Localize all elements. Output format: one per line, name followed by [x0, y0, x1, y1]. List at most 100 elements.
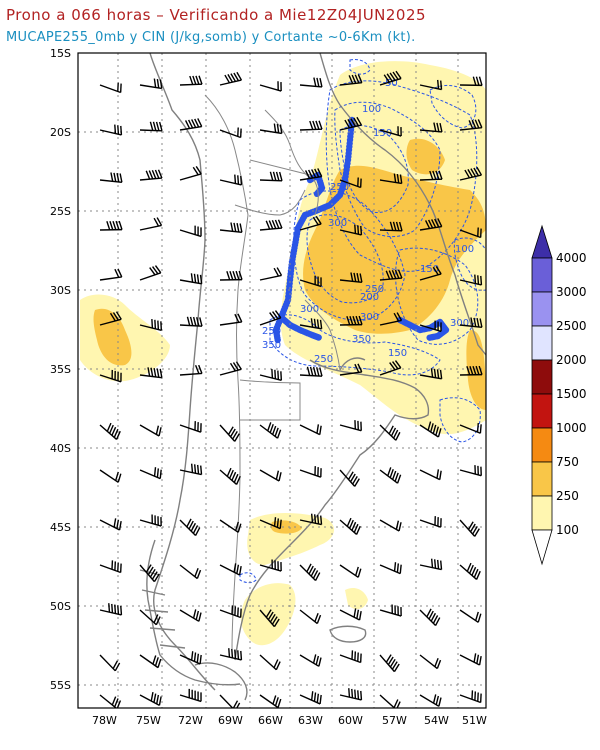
wind-barb-flag [190, 273, 194, 283]
wind-barb-flag [316, 77, 320, 87]
wind-barb-flag [393, 312, 400, 322]
cape-area-east-mid [466, 330, 486, 410]
wind-barb-flag [313, 514, 317, 524]
cin-dot [313, 190, 321, 198]
colorbar-swatch [531, 291, 553, 327]
wind-barb-flag [352, 475, 358, 485]
wind-barb-flag [477, 613, 482, 623]
wind-barb-flag [304, 170, 311, 179]
contour-label: 250 [262, 326, 281, 337]
wind-barb-flag [397, 269, 403, 279]
wind-barb-flag [354, 363, 360, 373]
wind-barb-flag [439, 470, 442, 480]
wind-barb-flag [188, 520, 194, 530]
wind-barb-flag [269, 423, 274, 433]
lon-label: 51W [462, 714, 487, 727]
wind-barb-flag [433, 559, 437, 569]
contour-label: 100 [362, 104, 381, 115]
wind-barb-flag [231, 648, 234, 658]
wind-barb-flag [233, 473, 239, 483]
wind-barb-flag [385, 654, 392, 663]
wind-barb-flag [348, 519, 354, 529]
wind-barb-flag [153, 467, 157, 477]
wind-barb-flag [240, 650, 243, 661]
wind-barb-flag [477, 119, 483, 128]
wind-barb-flag [313, 692, 317, 702]
wind-barb-flag [265, 220, 271, 230]
wind-barb-flag [389, 221, 394, 231]
wind-barb-flag [274, 369, 277, 379]
lon-label: 54W [424, 714, 449, 727]
wind-barb-flag [359, 273, 363, 283]
wind-barb-flag [196, 317, 200, 327]
contour-label: 250 [330, 182, 349, 193]
wind-barb-flag [234, 313, 240, 323]
cape-area-south-1 [247, 513, 335, 565]
cin-contours [239, 59, 486, 584]
wind-barb-flag [196, 464, 200, 474]
wind-barb-flag [314, 612, 319, 622]
wind-barb-flag [432, 266, 439, 276]
wind-barb-flag [158, 427, 162, 437]
wind-barb-flag [474, 119, 480, 129]
wind-barb-flag [272, 311, 279, 320]
lat-label: 15S [50, 47, 71, 60]
wind-barb-flag [467, 521, 474, 530]
wind-barb-flag [272, 695, 277, 705]
cin-dot [426, 334, 433, 341]
wind-barb-flag [115, 220, 120, 230]
wind-barb-flag [470, 317, 474, 327]
wind-barb-flag [430, 558, 434, 568]
wind-barb-flag [398, 522, 402, 532]
wind-barb-flag [346, 316, 351, 326]
wind-barb-flag [275, 470, 280, 480]
wind-barb-flag [315, 120, 320, 130]
wind-barb-flag [155, 616, 161, 626]
wind-barb-flag [356, 609, 360, 619]
contour-label: 150 [388, 348, 407, 359]
wind-barb-flag [198, 75, 203, 85]
wind-barb-flag [153, 693, 157, 703]
lon-label: 66W [258, 714, 283, 727]
wind-barb-flag [267, 611, 274, 620]
wind-barb-flag [151, 170, 157, 179]
wind-barb-flag [200, 465, 203, 475]
wind-barb-flag [319, 77, 323, 88]
wind-barb-flag [428, 610, 434, 620]
wind-barb-flag [428, 219, 434, 229]
wind-barb-flag [151, 319, 154, 329]
wind-barb-flag [152, 121, 157, 131]
wind-barb-flag [435, 170, 440, 180]
lon-label: 60W [338, 714, 363, 727]
wind-barb-flag [438, 697, 442, 707]
wind-barb-flag [186, 518, 192, 528]
wind-barb-flag [386, 73, 393, 82]
wind-barb-flag [117, 605, 120, 615]
wind-barb-flag [192, 525, 199, 534]
wind-barb-flag [476, 654, 480, 664]
wind-barb-flag [224, 74, 231, 84]
wind-barb-flag [440, 80, 443, 90]
wind-barb-flag [434, 218, 440, 228]
wind-barb-flag [475, 76, 480, 86]
wind-barb-flag [391, 661, 398, 670]
contour-label: 150 [420, 264, 439, 275]
wind-barb-flag [424, 220, 431, 229]
wind-barb-flag [306, 563, 312, 573]
wind-barb-flag [112, 312, 119, 321]
wind-barb-flag [276, 518, 280, 528]
wind-barb-flag [119, 173, 123, 183]
wind-barb-flag [198, 612, 202, 622]
wind-barb-flag [310, 318, 314, 328]
wind-barb-flag [315, 216, 322, 225]
wind-barb-flag [351, 688, 354, 698]
wind-barb-flag [199, 654, 202, 665]
wind-barb-flag [435, 266, 442, 275]
wind-barb-flag [344, 119, 351, 129]
wind-barb-flag [156, 468, 160, 478]
wind-barb-flag [388, 270, 394, 280]
wind-barb-flag [111, 426, 117, 436]
wind-barb-flag [347, 471, 354, 480]
lon-label: 57W [382, 714, 407, 727]
wind-barb-flag [318, 657, 322, 667]
